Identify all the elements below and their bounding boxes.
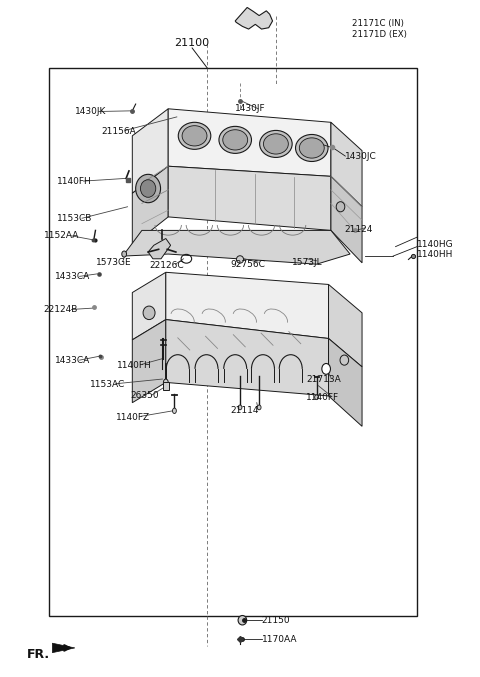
Ellipse shape — [296, 135, 328, 162]
Bar — [48, 68, 417, 615]
Text: 1430JC: 1430JC — [345, 152, 377, 160]
Text: 26350: 26350 — [130, 391, 158, 400]
Ellipse shape — [141, 179, 156, 197]
Text: 21150: 21150 — [262, 615, 290, 625]
Polygon shape — [132, 109, 168, 193]
Text: FR.: FR. — [27, 647, 50, 661]
Ellipse shape — [336, 202, 345, 212]
Polygon shape — [235, 7, 273, 29]
Ellipse shape — [143, 306, 155, 320]
Ellipse shape — [219, 127, 252, 154]
Polygon shape — [166, 272, 328, 338]
Text: 1430JF: 1430JF — [235, 104, 266, 113]
Text: 21100: 21100 — [175, 39, 210, 48]
Text: 22124B: 22124B — [44, 305, 78, 314]
Ellipse shape — [163, 379, 168, 386]
Text: 1433CA: 1433CA — [55, 272, 90, 281]
Text: 1153AC: 1153AC — [90, 380, 125, 389]
Ellipse shape — [182, 126, 207, 146]
Bar — [163, 382, 169, 390]
Ellipse shape — [223, 130, 248, 150]
Text: 1140FH: 1140FH — [57, 177, 92, 185]
Text: 21171C (IN)
21171D (EX): 21171C (IN) 21171D (EX) — [352, 20, 408, 39]
Text: 1573JL: 1573JL — [292, 259, 322, 267]
Ellipse shape — [257, 405, 261, 410]
Text: 1140FF: 1140FF — [306, 393, 339, 401]
Ellipse shape — [238, 615, 247, 625]
Text: 1170AA: 1170AA — [262, 635, 297, 645]
Polygon shape — [132, 320, 166, 403]
Polygon shape — [328, 338, 362, 427]
Text: 92756C: 92756C — [230, 260, 265, 269]
Ellipse shape — [260, 131, 292, 158]
Ellipse shape — [264, 134, 288, 154]
Text: 1152AA: 1152AA — [44, 232, 79, 240]
Text: 1430JK: 1430JK — [75, 107, 106, 116]
Polygon shape — [331, 123, 362, 206]
Polygon shape — [328, 284, 362, 367]
Polygon shape — [52, 643, 75, 653]
Text: 21713A: 21713A — [306, 374, 341, 384]
Text: 21114: 21114 — [230, 406, 259, 415]
Ellipse shape — [136, 174, 160, 202]
Polygon shape — [148, 238, 170, 259]
Ellipse shape — [172, 408, 176, 414]
Text: 1573GE: 1573GE — [96, 259, 132, 267]
Ellipse shape — [178, 123, 211, 150]
Ellipse shape — [300, 138, 324, 158]
Ellipse shape — [122, 251, 127, 257]
Polygon shape — [132, 272, 166, 340]
Text: 1153CB: 1153CB — [57, 214, 93, 223]
Polygon shape — [166, 320, 328, 396]
Text: 1433CA: 1433CA — [55, 356, 90, 366]
Ellipse shape — [238, 405, 242, 410]
Ellipse shape — [237, 256, 243, 263]
Polygon shape — [168, 109, 331, 176]
Polygon shape — [331, 176, 362, 263]
Text: 21124: 21124 — [344, 225, 372, 234]
Polygon shape — [132, 167, 168, 245]
Text: 1140FH: 1140FH — [117, 361, 151, 370]
Text: 22126C: 22126C — [149, 261, 184, 270]
Ellipse shape — [315, 395, 319, 399]
Polygon shape — [123, 230, 350, 264]
Ellipse shape — [322, 364, 330, 374]
Text: 1140FZ: 1140FZ — [116, 413, 150, 422]
Text: 21156A: 21156A — [101, 127, 136, 136]
Ellipse shape — [340, 355, 348, 365]
Text: 1140HG
1140HH: 1140HG 1140HH — [417, 240, 454, 259]
Polygon shape — [168, 167, 331, 230]
